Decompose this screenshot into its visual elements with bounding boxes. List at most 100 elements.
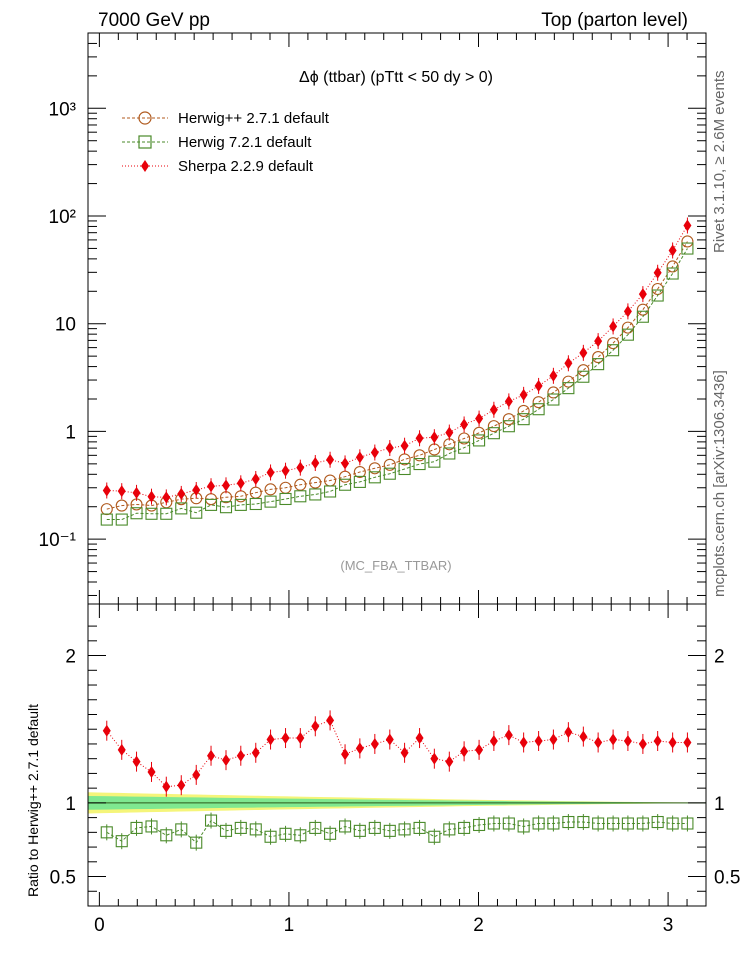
data-point	[681, 235, 694, 248]
legend-label-herwig-pp: Herwig++ 2.7.1 default	[178, 110, 330, 127]
data-point	[562, 382, 575, 395]
ratio-point	[653, 735, 662, 748]
data-point	[564, 357, 573, 370]
analysis-label: (MC_FBA_TTBAR)	[340, 558, 451, 573]
ratio-point	[177, 779, 186, 792]
upper-panel: 10⁻¹ 1 10 10² 10³ Δϕ (ttbar) (pTtt < 50 dy >…	[39, 32, 707, 605]
series-line-2	[106, 225, 688, 498]
ratio-point	[264, 830, 277, 843]
data-point	[413, 449, 426, 462]
data-point	[638, 288, 647, 301]
ratio-point	[115, 835, 128, 848]
data-point	[383, 467, 396, 480]
data-point	[115, 513, 128, 526]
data-point	[132, 486, 141, 499]
data-point	[296, 461, 305, 474]
data-point	[653, 266, 662, 279]
data-point	[681, 242, 694, 255]
ratio-point	[145, 820, 158, 833]
data-point	[368, 462, 381, 475]
ratio-point	[117, 743, 126, 756]
ratio-x-ticks: 0 1 2 3	[94, 604, 707, 936]
ratio-point	[504, 729, 513, 742]
data-point	[177, 487, 186, 500]
ratio-y-tick-label-left: 0.5	[50, 868, 76, 889]
ratio-point	[577, 815, 590, 829]
ratio-point	[400, 746, 409, 759]
ratio-point	[458, 821, 471, 834]
data-point	[473, 434, 486, 447]
ratio-point	[266, 733, 275, 746]
data-point	[264, 495, 277, 508]
ratio-point	[311, 720, 320, 733]
ratio-point	[415, 732, 424, 745]
data-point	[592, 358, 605, 371]
data-point	[577, 364, 590, 377]
ratio-point	[607, 817, 620, 830]
legend-marker-circle	[138, 111, 152, 125]
ratio-point	[398, 823, 411, 836]
legend-entry-herwig-pp: Herwig++ 2.7.1 default	[122, 110, 330, 127]
ratio-point	[192, 768, 201, 781]
series-line-0	[106, 241, 688, 510]
ratio-point	[339, 820, 352, 833]
data-point	[100, 503, 113, 516]
ratio-point	[579, 730, 588, 743]
ratio-point	[147, 765, 156, 778]
data-point	[398, 453, 411, 466]
data-point	[609, 320, 618, 333]
ratio-point	[353, 824, 366, 837]
ratio-point	[413, 821, 426, 834]
ratio-point	[668, 736, 677, 749]
data-point	[547, 393, 560, 406]
ratio-series-layer	[100, 710, 694, 851]
data-point	[115, 499, 128, 512]
data-point	[443, 447, 456, 460]
data-point	[311, 457, 320, 470]
data-point	[130, 507, 143, 520]
data-point	[309, 488, 322, 501]
x-tick-label: 3	[663, 915, 674, 936]
ratio-y-tick-label-left: 1	[65, 794, 76, 815]
ratio-point	[222, 754, 231, 767]
data-point	[430, 431, 439, 444]
ratio-point	[160, 829, 173, 842]
ratio-panel: 0.5 0.5 1 1 2 2 0 1 2 3 Ratio to Herwig++ 2.7.1 …	[25, 603, 740, 936]
data-point	[370, 446, 379, 459]
chart-title: Δϕ (ttbar) (pTtt < 50 dy > 0)	[299, 69, 493, 86]
data-point	[666, 260, 679, 273]
data-point	[162, 491, 171, 504]
data-point	[636, 310, 649, 323]
ratio-line-1	[106, 819, 688, 844]
legend-entry-herwig7: Herwig 7.2.1 default	[122, 134, 312, 151]
ratio-point	[651, 815, 664, 829]
y-tick-label: 10²	[49, 207, 76, 228]
rivet-version-label: Rivet 3.1.10, ≥ 2.6M events	[711, 71, 728, 254]
upper-x-ticks	[98, 33, 707, 604]
ratio-point	[489, 735, 498, 748]
ratio-point	[592, 817, 605, 830]
ratio-point	[132, 755, 141, 768]
ratio-point	[683, 736, 692, 749]
data-point	[324, 485, 337, 498]
data-point	[236, 477, 245, 490]
ratio-y-tick-label-right: 1	[714, 794, 725, 815]
ratio-point	[487, 817, 500, 830]
ratio-point	[502, 817, 515, 830]
ratio-point	[460, 745, 469, 758]
data-point	[413, 457, 426, 471]
ratio-y-tick-label-right: 2	[714, 647, 725, 668]
upper-y-ticks: 10⁻¹ 1 10 10² 10³	[39, 32, 706, 596]
data-point	[517, 404, 530, 417]
data-point	[473, 426, 486, 439]
ratio-point	[475, 743, 484, 756]
data-point	[489, 403, 498, 416]
x-tick-label: 0	[94, 915, 105, 936]
ratio-point	[594, 736, 603, 749]
data-point	[592, 351, 605, 364]
data-point	[339, 478, 352, 491]
ratio-point	[190, 836, 203, 849]
ratio-y-axis-title: Ratio to Herwig++ 2.7.1 default	[25, 704, 41, 897]
data-point	[175, 502, 188, 515]
ratio-point	[443, 823, 456, 836]
